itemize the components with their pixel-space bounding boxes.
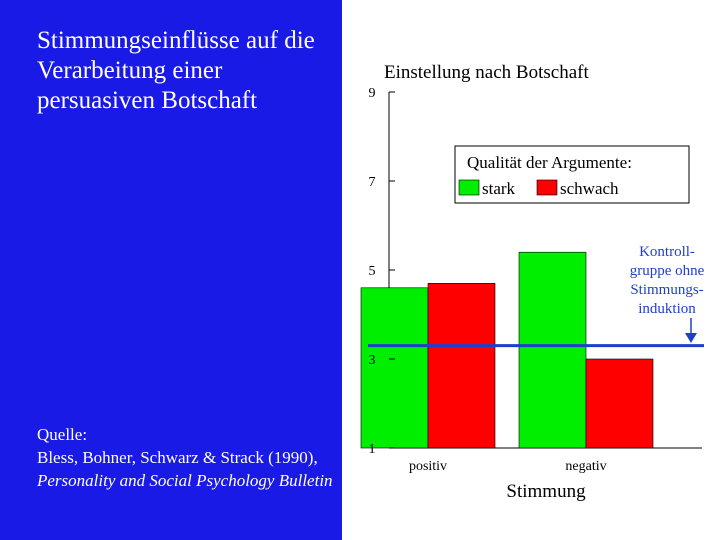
control-group-annotation: Kontroll- gruppe ohne Stimmungs- indukti… [630,244,705,343]
legend-label-schwach: schwach [560,179,619,198]
legend-label-stark: stark [482,179,516,198]
y-tick-label: 1 [369,442,376,457]
bar-schwach-negativ [585,358,654,449]
y-axis-ticks: 1 3 5 7 9 [369,86,395,457]
source-authors: Bless, Bohner, Schwarz & Strack (1990), [37,448,318,467]
chart-bars [360,251,654,449]
source-journal: Personality and Social Psychology Bullet… [37,471,333,490]
chart-canvas: Einstellung nach Botschaft 1 3 5 7 9 positiv… [360,62,705,502]
legend-box [454,145,690,204]
control-arrow-head [685,333,697,343]
control-label-line-4: induktion [638,301,696,317]
x-tick-label: positiv [409,459,447,474]
legend-title: Qualität der Argumente: [467,153,632,172]
source-citation: Quelle: Bless, Bohner, Schwarz & Strack … [37,423,337,492]
y-tick-label: 5 [369,264,376,279]
y-tick-label: 9 [369,86,376,101]
x-axis-ticks: positiv negativ [409,459,607,474]
slide-left-panel: Stimmungseinflüsse auf die Verarbeitung … [0,0,342,540]
bar-chart: Einstellung nach Botschaft 1 3 5 7 9 positiv… [342,0,720,540]
chart-legend: Qualität der Argumente: stark schwach [454,145,690,204]
y-tick-label: 3 [369,353,376,368]
bar-stark-negativ [518,251,587,449]
control-label-line-3: Stimmungs- [630,282,703,298]
control-label-line-1: Kontroll- [639,244,695,260]
legend-swatch-stark [458,179,480,196]
x-tick-label: negativ [565,459,606,474]
chart-title: Einstellung nach Botschaft [384,62,589,83]
bar-stark-positiv [360,287,429,449]
bar-schwach-positiv [427,283,496,449]
slide-title: Stimmungseinflüsse auf die Verarbeitung … [37,27,315,114]
source-text: Bless, Bohner, Schwarz & Strack (1990), … [37,446,337,492]
control-label-line-2: gruppe ohne [630,263,705,279]
y-tick-label: 7 [369,175,376,190]
source-label: Quelle: [37,425,88,444]
legend-swatch-schwach [536,179,558,196]
x-axis-label: Stimmung [506,481,586,502]
